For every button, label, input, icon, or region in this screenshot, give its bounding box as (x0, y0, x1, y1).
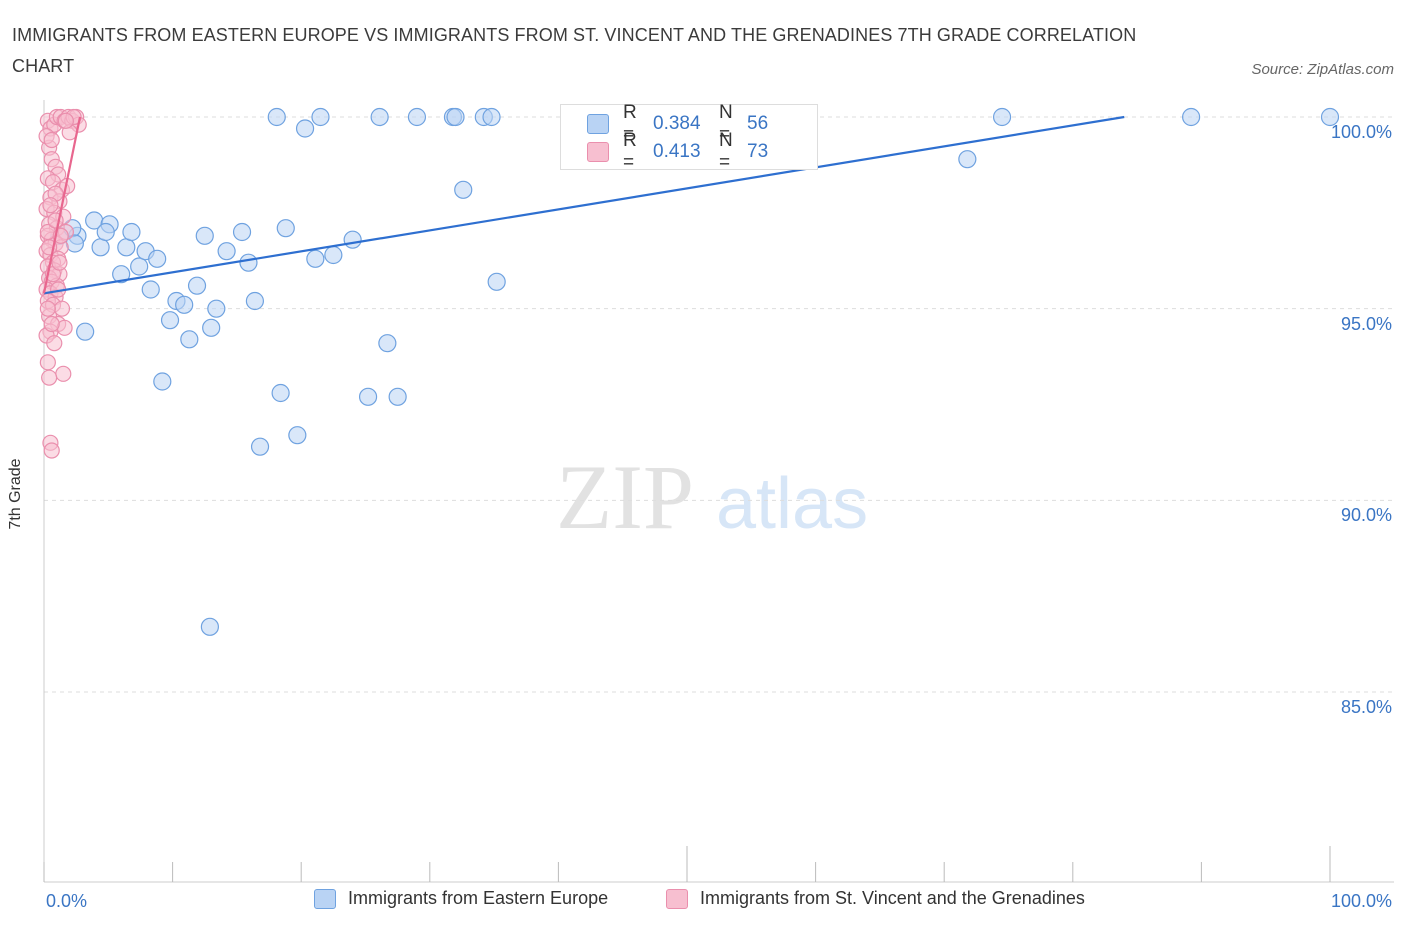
point-eastern-europe (388, 387, 407, 406)
point-eastern-europe (148, 249, 167, 268)
legend-r-label: R = (623, 102, 637, 145)
series-legend-item-eastern-europe[interactable]: Immigrants from Eastern Europe (314, 888, 608, 909)
point-eastern-europe (271, 383, 290, 403)
y-axis-label: 7th Grade (7, 458, 24, 530)
point-eastern-europe (378, 334, 397, 353)
point-eastern-europe (295, 119, 315, 138)
point-eastern-europe (153, 372, 172, 391)
point-eastern-europe (160, 311, 180, 330)
point-eastern-europe (306, 249, 325, 268)
series-legend-label: Immigrants from Eastern Europe (348, 888, 609, 908)
point-eastern-europe (250, 437, 270, 456)
point-st-vincent (39, 354, 56, 371)
x-tick-label-min: 0.0% (46, 891, 88, 911)
legend-n-label: N = (719, 130, 733, 173)
legend-swatch-pink (666, 888, 688, 909)
legend-n-value: 56 (747, 113, 769, 134)
legend-r-value: 0.413 (653, 141, 701, 162)
legend-r-label: R = (623, 130, 637, 173)
point-eastern-europe (175, 295, 194, 314)
point-eastern-europe (239, 253, 258, 272)
point-eastern-europe (454, 180, 473, 199)
point-st-vincent (43, 315, 60, 333)
point-eastern-europe (343, 230, 362, 249)
stats-legend-row-1: R = 0.384 N = 56 (587, 102, 769, 145)
point-eastern-europe (202, 318, 221, 337)
legend-r-value: 0.384 (653, 113, 701, 134)
y-tick-label: 95.0% (1340, 313, 1392, 334)
point-eastern-europe (958, 150, 977, 169)
point-eastern-europe (76, 322, 95, 341)
point-eastern-europe (288, 426, 307, 445)
y-tick-label: 85.0% (1340, 697, 1392, 717)
chart-source: Source: ZipAtlas.com (1251, 61, 1394, 78)
point-st-vincent (43, 131, 60, 149)
trend-line-eastern-europe (43, 115, 1125, 295)
gridlines (44, 116, 1394, 693)
point-eastern-europe (446, 107, 465, 127)
point-eastern-europe (1320, 107, 1340, 127)
legend-n-value: 73 (747, 141, 769, 162)
point-eastern-europe (407, 107, 427, 127)
point-eastern-europe (200, 617, 219, 636)
point-eastern-europe (1182, 107, 1201, 127)
point-eastern-europe (992, 107, 1012, 127)
data-points (38, 107, 1340, 636)
legend-n-label: N = (719, 102, 733, 145)
stats-legend: R = 0.384 N = 56 R = 0.413 N = 73 (560, 102, 818, 173)
point-eastern-europe (487, 272, 506, 291)
point-eastern-europe (232, 222, 252, 242)
point-eastern-europe (245, 291, 265, 311)
watermark-zip: ZIP (556, 446, 694, 548)
point-eastern-europe (112, 265, 131, 284)
legend-swatch-pink (587, 142, 609, 162)
series-legend-label: Immigrants from St. Vincent and the Gren… (700, 888, 1085, 908)
point-st-vincent (46, 335, 63, 352)
point-eastern-europe (195, 226, 214, 245)
point-st-vincent (51, 254, 68, 271)
x-tick-label-max: 100.0% (1330, 891, 1392, 911)
y-tick-label: 90.0% (1340, 505, 1392, 526)
point-st-vincent (42, 197, 59, 214)
stats-legend-row-2: R = 0.413 N = 73 (587, 130, 769, 173)
point-eastern-europe (370, 107, 389, 127)
point-eastern-europe (96, 222, 115, 242)
trend-line-st-vincent (42, 116, 82, 294)
trend-lines (42, 115, 1125, 295)
legend-swatch-blue (587, 114, 609, 134)
point-eastern-europe (141, 280, 160, 299)
point-eastern-europe (207, 299, 226, 318)
point-eastern-europe (187, 276, 207, 295)
point-eastern-europe (358, 387, 378, 406)
point-eastern-europe (130, 257, 149, 276)
y-tick-label: 100.0% (1330, 122, 1392, 142)
point-st-vincent (57, 112, 74, 129)
watermark: ZIP atlas (556, 446, 868, 548)
point-st-vincent (55, 365, 72, 382)
point-eastern-europe (324, 245, 343, 265)
point-eastern-europe (276, 219, 295, 238)
point-eastern-europe (91, 238, 110, 257)
point-eastern-europe (122, 222, 141, 242)
point-eastern-europe (217, 242, 236, 261)
legend-swatch-blue (314, 888, 336, 909)
point-st-vincent (39, 300, 56, 317)
series-legend-item-st-vincent[interactable]: Immigrants from St. Vincent and the Gren… (666, 888, 1085, 909)
watermark-atlas: atlas (716, 464, 868, 544)
chart-title: IMMIGRANTS FROM EASTERN EUROPE VS IMMIGR… (12, 25, 1137, 76)
point-eastern-europe (267, 107, 286, 127)
point-eastern-europe (311, 107, 330, 127)
series-legend: Immigrants from Eastern Europe Immigrant… (0, 888, 1406, 916)
point-st-vincent (43, 442, 60, 459)
point-eastern-europe (180, 330, 199, 349)
point-eastern-europe (117, 238, 136, 257)
point-st-vincent (41, 369, 58, 386)
point-eastern-europe (482, 107, 501, 127)
